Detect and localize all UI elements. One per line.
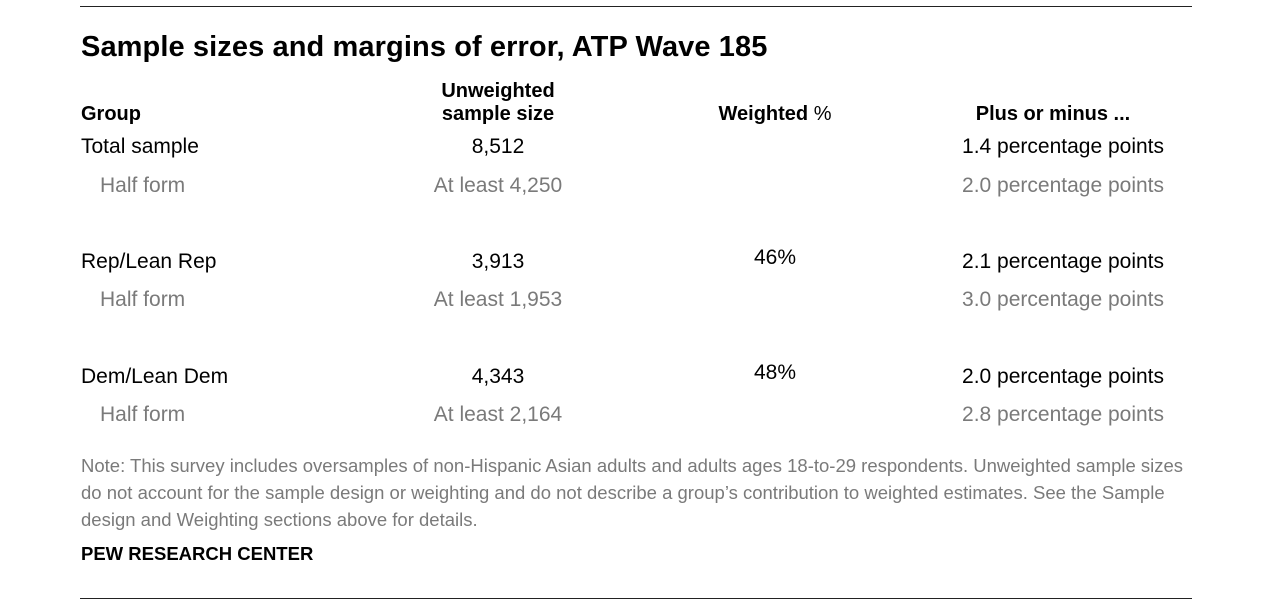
source-credit: PEW RESEARCH CENTER [81,543,314,564]
top-rule [80,6,1192,7]
row-rep-half-form-size: At least 1,953 [433,288,563,311]
header-group: Group [81,103,141,125]
row-total-half-form-group: Half form [100,174,186,197]
row-total-sample-size: 8,512 [471,135,525,158]
row-total-sample-group: Total sample [81,135,199,158]
header-weighted-label: Weighted [718,103,809,125]
row-rep-half-form-group: Half form [100,288,186,311]
row-rep-group: Rep/Lean Rep [81,250,217,273]
header-weighted: Weighted % [675,103,875,126]
row-rep-size: 3,913 [471,250,525,273]
row-dem-group: Dem/Lean Dem [81,365,229,388]
row-rep-weighted: 46% [753,246,797,269]
table-title: Sample sizes and margins of error, ATP W… [81,31,768,63]
row-dem-half-form-moe: 2.8 percentage points [962,403,1164,426]
header-unweighted-line2: sample size [441,103,555,125]
row-total-sample-moe: 1.4 percentage points [962,135,1164,158]
row-dem-size: 4,343 [471,365,525,388]
header-unweighted-line1: Unweighted [441,80,555,102]
row-dem-half-form-group: Half form [100,403,186,426]
row-dem-weighted: 48% [753,361,797,384]
bottom-rule [80,598,1192,599]
row-rep-half-form-moe: 3.0 percentage points [962,288,1164,311]
row-rep-moe: 2.1 percentage points [962,250,1164,273]
header-unweighted-sample-size: Unweighted sample size [398,80,598,126]
row-dem-half-form-size: At least 2,164 [433,403,563,426]
row-total-half-form-size: At least 4,250 [433,174,563,197]
header-weighted-symbol: % [813,103,832,125]
header-margin-of-error: Plus or minus ... [975,103,1131,125]
row-total-half-form-moe: 2.0 percentage points [962,174,1164,197]
table-note: Note: This survey includes oversamples o… [81,455,1184,530]
row-dem-moe: 2.0 percentage points [962,365,1164,388]
